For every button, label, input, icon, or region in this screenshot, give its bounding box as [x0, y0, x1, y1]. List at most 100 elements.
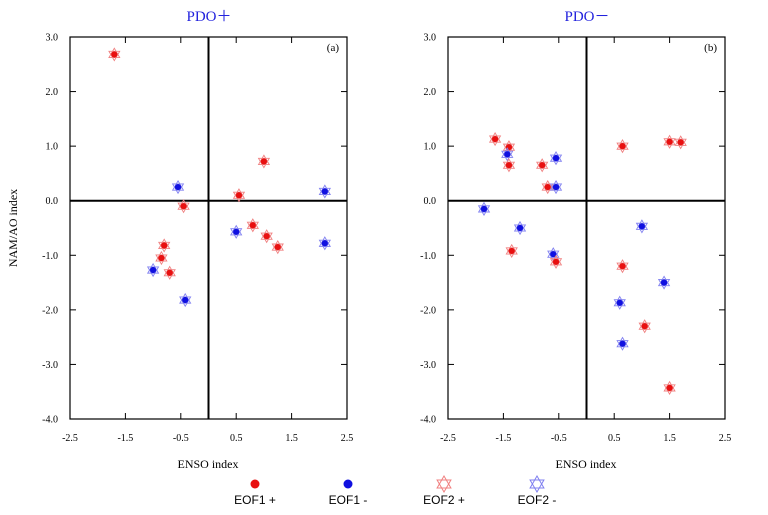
eof1-dot-marker: [274, 244, 281, 251]
panel-a-point: [271, 240, 284, 255]
panel-a-ytick-label: 3.0: [46, 33, 59, 44]
eof2-star-marker: [230, 228, 243, 239]
legend-circle-marker: [250, 479, 260, 489]
panel-b-ytick-label: -4.0: [420, 415, 436, 426]
eof1-dot-marker: [641, 323, 648, 330]
panel-b-point: [613, 295, 626, 310]
eof1-dot-marker: [539, 162, 546, 169]
legend-item: EOF1 +: [234, 479, 276, 507]
legend-item: EOF2 -: [518, 475, 557, 507]
panel-b-xtick-label: 0.5: [608, 433, 621, 444]
panel-a-ytick-label: 1.0: [46, 142, 59, 153]
eof1-dot-marker: [263, 233, 270, 240]
panel-b-ticks: -2.5 -1.5 -0.5 0.5 1.5 2.5 3.0 2.0 1.0 0.0 -1.0 -2.…: [420, 33, 731, 445]
panel-a-ytick-label: 0.0: [46, 196, 59, 207]
panel-a-ticks: -2.5 -1.5 -0.5 0.5 1.5 2.5 3.0 2.0 1.0 0.0 -1.0 -2.…: [42, 33, 353, 445]
panel-a-ytick-label: -3.0: [42, 360, 58, 371]
panel-a-point: [155, 250, 168, 266]
panel-b-ytick-label: -1.0: [420, 251, 436, 262]
panel-b-ytick-label: 3.0: [424, 33, 437, 44]
panel-a-point: [163, 265, 176, 280]
panel-b-points: [477, 131, 687, 395]
eof1-dot-marker: [504, 151, 511, 158]
eof1-dot-marker: [544, 183, 551, 191]
panel-b-point: [657, 275, 671, 290]
eof1-dot-marker: [666, 138, 673, 145]
panel-b-point: [638, 319, 651, 334]
eof1-dot-marker: [666, 384, 673, 391]
panel-b-tag: (b): [704, 42, 717, 54]
panel-a-point: [232, 188, 246, 203]
eof1-dot-marker: [619, 143, 626, 150]
panel-a-point: [318, 236, 331, 251]
legend-star-marker: [436, 479, 452, 493]
panel-b-point: [502, 158, 516, 173]
panel-b-ytick-label: 0.0: [424, 196, 437, 207]
panel-b-reference-lines: [448, 37, 725, 419]
eof1-dot-marker: [480, 205, 488, 212]
eof2-star-marker: [505, 243, 518, 255]
panel-a-xtick-label: -1.5: [117, 433, 133, 444]
panel-a-point: [318, 184, 331, 199]
panel-b-point: [663, 134, 676, 149]
panel-a-ytick-label: -2.0: [42, 305, 58, 316]
eof1-dot-marker: [174, 183, 182, 191]
panel-b-point: [616, 259, 629, 274]
panel-a-point: [179, 292, 192, 308]
panel-b-point: [616, 336, 629, 351]
panel-a-ytick-label: 2.0: [46, 87, 59, 98]
eof1-dot-marker: [249, 222, 256, 229]
legend-label: EOF1 +: [234, 493, 276, 507]
panel-a-xtick-label: 0.5: [230, 433, 243, 444]
panel-a-xtick-label: 2.5: [341, 433, 354, 444]
eof1-dot-marker: [321, 240, 328, 247]
eof1-dot-marker: [161, 242, 168, 249]
panel-b-ytick-label: 2.0: [424, 87, 437, 98]
panel-b-point: [549, 179, 563, 195]
panel-a-reference-lines: [70, 37, 347, 419]
legend-star-marker: [529, 475, 545, 489]
panel-a-point: [177, 199, 190, 214]
eof2-star-marker: [318, 239, 331, 251]
panel-b-point: [536, 158, 549, 173]
eof1-dot-marker: [321, 188, 328, 195]
legend-item: EOF2 +: [423, 475, 465, 507]
panel-b-point: [488, 131, 502, 147]
eof1-dot-marker: [180, 203, 187, 210]
panel-b-point: [635, 219, 649, 234]
panel-b-point: [501, 147, 514, 162]
panel-b-xlabel: ENSO index: [556, 457, 617, 471]
panel-b-point: [505, 243, 518, 259]
panel-a-points: [108, 47, 331, 308]
eof1-dot-marker: [638, 223, 646, 230]
eof1-dot-marker: [182, 296, 189, 304]
panel-b-xtick-label: 1.5: [663, 433, 676, 444]
eof1-dot-marker: [619, 340, 626, 347]
eof2-star-marker: [146, 262, 160, 274]
panel-b-ytick-label: -2.0: [420, 305, 436, 316]
eof2-star-marker: [513, 224, 527, 236]
eof1-dot-marker: [677, 139, 684, 146]
eof1-dot-marker: [619, 263, 626, 270]
eof1-dot-marker: [491, 135, 499, 143]
eof2-star-marker: [513, 220, 527, 232]
eof1-dot-marker: [166, 269, 173, 276]
eof1-dot-marker: [111, 51, 118, 58]
panel-b-point: [477, 201, 491, 216]
legend-label: EOF2 -: [518, 493, 557, 507]
legend: EOF1 + EOF1 - EOF2 + EOF2 -: [234, 475, 557, 507]
panel-a-point: [108, 47, 121, 62]
panel-b-xtick-label: 2.5: [719, 433, 732, 444]
eof1-dot-marker: [158, 254, 165, 262]
panel-a-ylabel: NAM/AO index: [6, 189, 20, 267]
panel-b: PDO－ (b) ENSO index -2.5 -1.5 -0.5 0.5 1.5 2.…: [420, 9, 731, 471]
panel-b-point: [541, 179, 554, 195]
eof2-star-marker: [318, 236, 331, 247]
eof1-dot-marker: [505, 162, 513, 169]
legend-item: EOF1 -: [329, 479, 367, 507]
panel-a-point: [230, 224, 243, 239]
panel-b-point: [663, 380, 676, 395]
eof1-dot-marker: [260, 158, 267, 165]
eof1-dot-marker: [616, 299, 623, 306]
